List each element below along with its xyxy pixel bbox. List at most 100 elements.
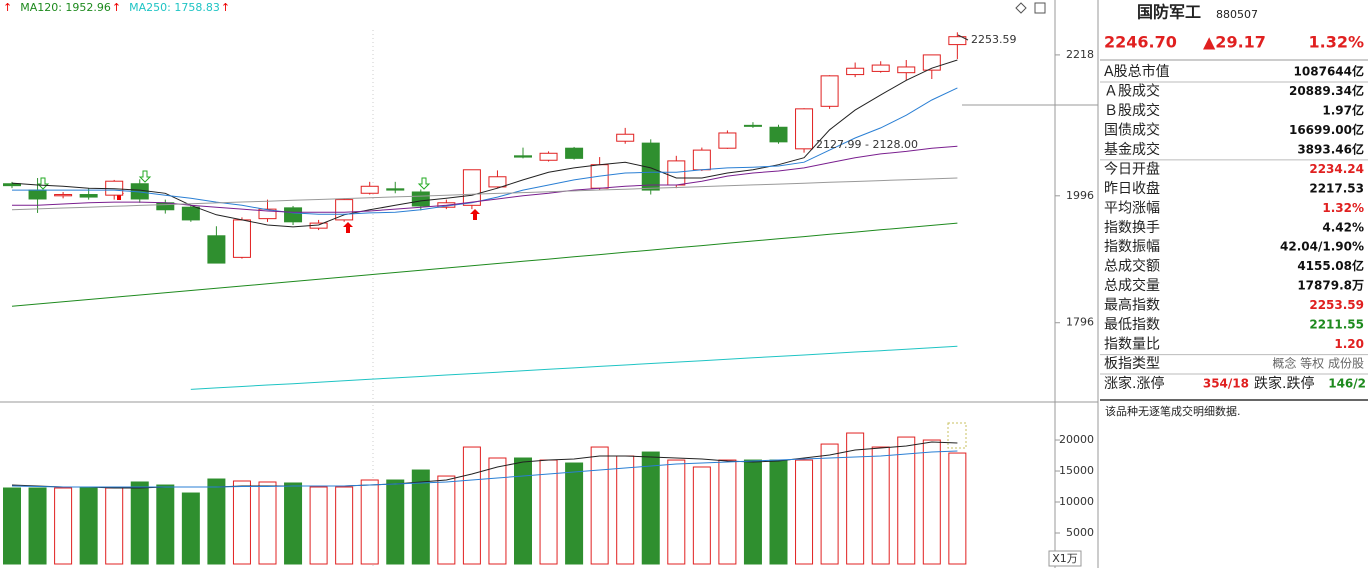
volume-bar xyxy=(590,446,609,565)
y-tick-label: 2218 xyxy=(1066,48,1094,61)
volume-bar xyxy=(488,457,507,565)
toolbar-icon[interactable] xyxy=(1034,2,1046,14)
candle-body xyxy=(871,64,890,72)
row-value: 2217.53 xyxy=(1309,181,1364,195)
row-label: 基金成交 xyxy=(1104,141,1160,158)
row-label: A股总市值 xyxy=(1104,63,1170,80)
candle-body xyxy=(386,188,405,191)
volume-bar xyxy=(514,457,532,565)
row-label: 跌家.跌停 xyxy=(1254,375,1314,392)
candle-body xyxy=(488,176,507,188)
volume-bar xyxy=(335,486,354,565)
volume-bar xyxy=(667,459,686,565)
row-value: 146/2 xyxy=(1328,377,1366,391)
candle-body xyxy=(718,132,737,149)
candle-body xyxy=(846,67,865,76)
ma-line xyxy=(190,345,958,390)
volume-bar xyxy=(28,487,47,565)
ma-line xyxy=(11,222,958,307)
row-label: 昨日收盘 xyxy=(1104,180,1160,197)
annotation-leader xyxy=(957,34,969,41)
candle-body xyxy=(284,207,303,223)
legend-arrow: ↑ xyxy=(221,1,230,14)
candle-body xyxy=(3,183,21,187)
volume-bar xyxy=(820,443,839,565)
volume-bar xyxy=(641,451,660,565)
volume-bar xyxy=(386,479,405,565)
volume-bar xyxy=(437,475,456,565)
y-tick-label: 1996 xyxy=(1066,189,1094,202)
candle-body xyxy=(948,36,967,46)
row-value: 2234.24 xyxy=(1309,162,1364,176)
candle-body xyxy=(795,108,814,150)
y-tick-label: 5000 xyxy=(1066,526,1094,539)
annotation: 2253.59 xyxy=(971,33,1017,46)
row-value: 2253.59 xyxy=(1309,298,1364,312)
sell-arrow xyxy=(36,177,50,190)
candle-body xyxy=(258,208,277,220)
row-label: 总成交额 xyxy=(1104,258,1160,275)
volume-bar xyxy=(232,480,251,565)
y-tick-label: 20000 xyxy=(1059,433,1094,446)
row-value: 概念 等权 成份股 xyxy=(1272,356,1364,371)
candle-body xyxy=(79,194,98,198)
row-value: 1.97亿 xyxy=(1322,102,1364,117)
selection-box xyxy=(947,422,967,449)
quote-panel: 国防军工 880507 2246.70 ▲29.17 1.32% 涨家.涨停 3… xyxy=(1100,3,1368,418)
volume-bar xyxy=(258,481,277,565)
row-value: 3893.46亿 xyxy=(1297,141,1364,156)
volume-bar xyxy=(948,452,967,565)
volume-bar xyxy=(743,459,762,565)
row-label: 指数换手 xyxy=(1104,219,1160,236)
candle-body xyxy=(181,206,200,221)
row-value: 4155.08亿 xyxy=(1297,258,1364,273)
candle-body xyxy=(897,66,916,74)
row-value: 17879.8万 xyxy=(1297,279,1364,293)
legend-entry: MA120: 1952.96 xyxy=(20,1,111,14)
volume-bar xyxy=(616,455,635,565)
row-label: 最高指数 xyxy=(1104,297,1160,314)
candle-body xyxy=(207,235,226,264)
volume-bar xyxy=(462,446,481,565)
y-tick-label: 15000 xyxy=(1059,464,1094,477)
row-value: 1087644亿 xyxy=(1294,64,1364,79)
volume-bar xyxy=(130,481,149,565)
volume-bar xyxy=(539,459,558,565)
row-label: Ｂ股成交 xyxy=(1104,102,1160,119)
volume-bar xyxy=(105,487,124,565)
y-tick-label: 10000 xyxy=(1059,495,1094,508)
row-value: 42.04/1.90% xyxy=(1280,240,1364,254)
candle-body xyxy=(232,219,251,258)
row-value: 1.32% xyxy=(1322,201,1364,215)
row-value: 16699.00亿 xyxy=(1289,122,1364,137)
legend-arrow: ↑ xyxy=(112,1,121,14)
sell-arrow xyxy=(417,177,431,190)
row-label: 涨家.涨停 xyxy=(1104,375,1164,392)
volume-bar xyxy=(922,439,941,565)
ma-line xyxy=(12,87,958,215)
row-label: 指数振幅 xyxy=(1104,239,1160,255)
volume-bar xyxy=(207,478,226,565)
volume-bar xyxy=(3,487,21,565)
volume-bar xyxy=(284,482,303,565)
ma-line xyxy=(12,145,958,213)
candle-body xyxy=(641,142,660,191)
row-label: Ａ股成交 xyxy=(1104,82,1160,99)
sell-arrow xyxy=(138,170,152,183)
row-value: 2211.55 xyxy=(1309,318,1364,332)
row-value: 20889.34亿 xyxy=(1289,83,1364,98)
index-code: 880507 xyxy=(1216,8,1258,21)
note: 该品种无逐笔成交明细数据. xyxy=(1105,404,1241,418)
row-value: 354/18 xyxy=(1203,377,1249,391)
candle-body xyxy=(54,194,73,197)
candle-body xyxy=(820,75,839,107)
candle-body xyxy=(565,147,584,159)
candle-body xyxy=(769,126,788,143)
y-tick-label: 1796 xyxy=(1066,316,1094,329)
candle-body xyxy=(360,185,379,194)
volume-bar xyxy=(411,469,430,565)
toolbar-icon[interactable] xyxy=(1015,2,1027,14)
candle-body xyxy=(28,189,47,200)
